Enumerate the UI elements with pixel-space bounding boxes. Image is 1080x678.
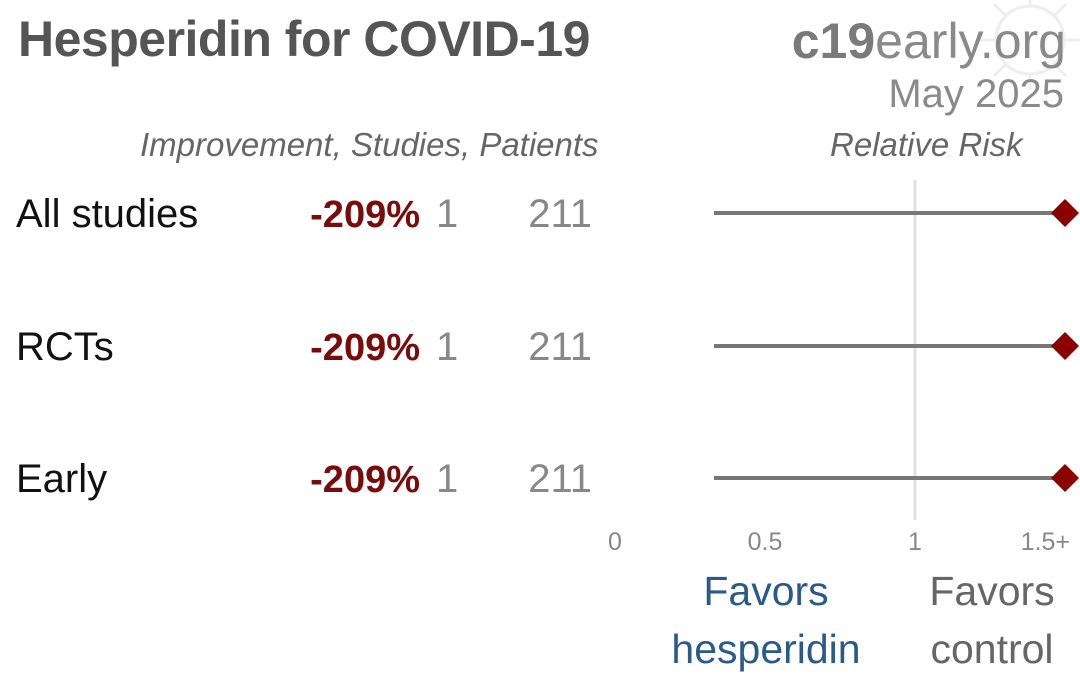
brand-rest: early.org	[875, 13, 1066, 69]
row-studies: 1	[436, 457, 459, 501]
relative-risk-header: Relative Risk	[830, 126, 1023, 163]
row-studies: 1	[436, 192, 459, 236]
virus-watermark-icon	[980, 0, 1080, 90]
row-label: All studies	[16, 192, 199, 236]
date-label: May 2025	[888, 72, 1064, 116]
page-title: Hesperidin for COVID-19	[18, 11, 590, 67]
rr-marker	[1051, 199, 1079, 227]
row-improvement: -209%	[310, 327, 420, 369]
left-column-header: Improvement, Studies, Patients	[140, 126, 599, 163]
rr-marker	[1051, 332, 1079, 360]
row-patients: 211	[528, 325, 592, 369]
row-patients: 211	[528, 192, 592, 236]
row-label: RCTs	[16, 325, 114, 369]
row-studies: 1	[436, 325, 459, 369]
x-tick-label: 1.5+	[1021, 528, 1070, 556]
row-patients: 211	[528, 457, 592, 501]
x-tick-label: 1	[908, 528, 922, 556]
row-label: Early	[16, 457, 108, 501]
x-tick-label: 0.5	[748, 528, 783, 556]
favors-control-label: Favors control	[929, 568, 1055, 672]
x-tick-label: 0	[608, 528, 622, 556]
rr-marker	[1051, 464, 1079, 492]
brand-logo: c19early.org	[792, 12, 1066, 70]
favors-hesperidin-label: Favors hesperidin	[671, 568, 861, 672]
row-improvement: -209%	[310, 194, 420, 236]
brand-bold: c19	[791, 13, 876, 69]
row-improvement: -209%	[310, 459, 420, 501]
